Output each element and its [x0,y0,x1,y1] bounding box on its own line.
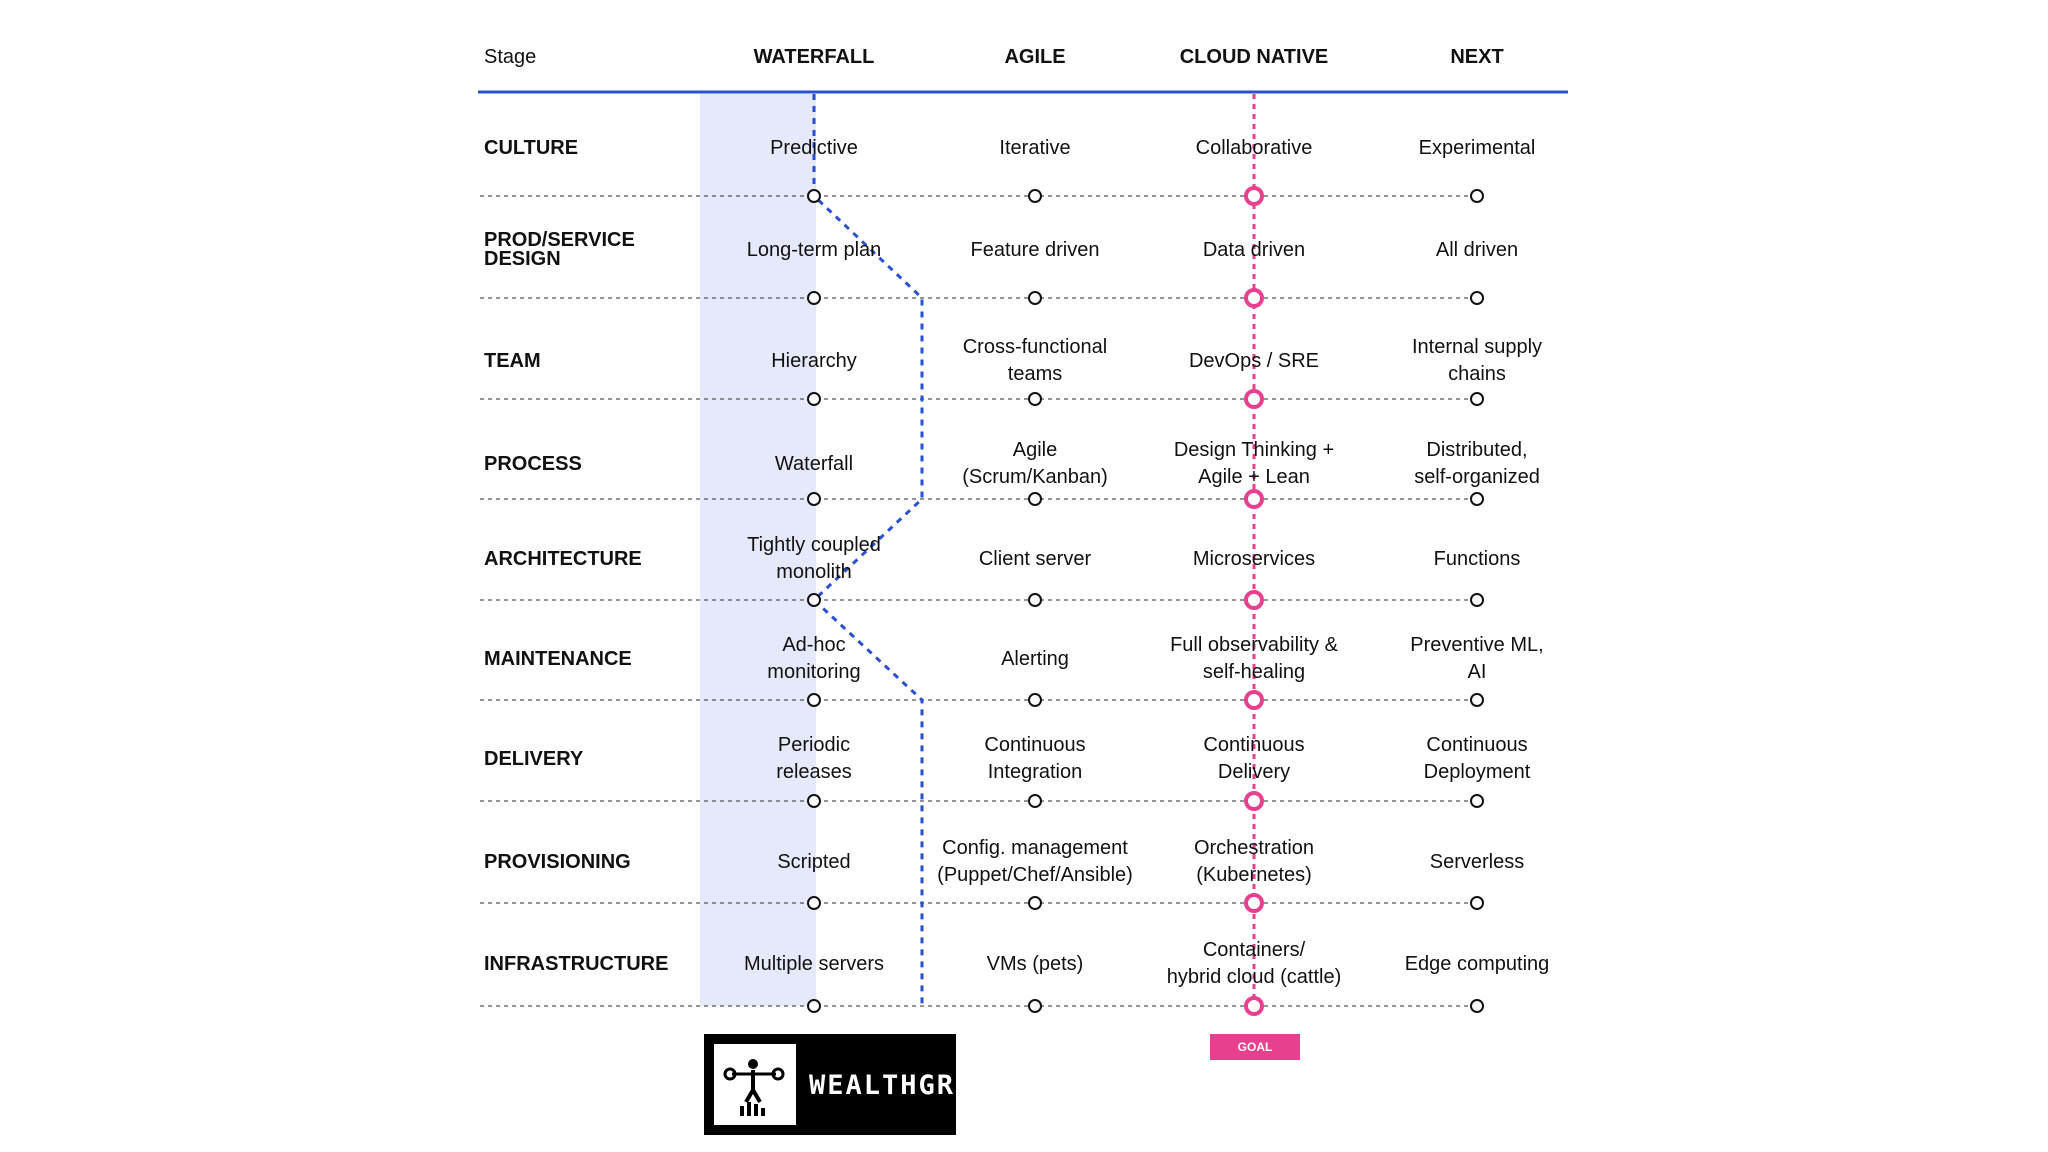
node-2-1 [1028,392,1042,406]
stage-header: Stage [484,46,537,68]
weightlifter-icon [723,1059,785,1116]
row-label: ARCHITECTURE [484,547,642,570]
node-3-2 [1244,489,1264,509]
cell-next: Preventive ML, AI [1410,634,1544,683]
node-5-3 [1470,693,1484,707]
node-7-1 [1028,896,1042,910]
cell-next: Edge computing [1404,952,1550,975]
node-4-0 [807,593,821,607]
cell-waterfall: Ad-hoc monitoring [767,634,861,683]
cell-cloud-native: Design Thinking + Agile + Lean [1173,439,1335,488]
node-2-0 [807,392,821,406]
cell-agile: Feature driven [970,238,1100,261]
cell-agile: Iterative [999,136,1071,159]
cell-waterfall: Multiple servers [743,952,885,975]
node-5-1 [1028,693,1042,707]
node-1-0 [807,291,821,305]
cell-waterfall: Scripted [777,850,851,873]
cell-agile: Cross-functional teams [962,336,1108,385]
node-5-0 [807,693,821,707]
node-1-2 [1244,288,1264,308]
row-label: PROD/SERVICE DESIGN [484,229,635,270]
cell-waterfall: Tightly coupled monolith [747,534,881,583]
cell-next: Distributed, self-organized [1414,439,1540,488]
wealthgrid-logo: WEALTHGRID [704,1034,990,1135]
cell-waterfall: Periodic releases [776,734,852,783]
logo-text: WEALTHGRID [809,1070,992,1101]
node-0-3 [1470,189,1484,203]
node-3-1 [1028,492,1042,506]
node-6-2 [1244,791,1264,811]
cell-agile: Alerting [1001,647,1069,670]
cell-waterfall: Waterfall [774,452,854,475]
node-8-0 [807,999,821,1013]
row-label: TEAM [484,349,541,372]
row-label: INFRASTRUCTURE [484,952,669,975]
node-0-0 [807,189,821,203]
goal-badge: GOAL [1210,1034,1300,1060]
row-label: DELIVERY [484,747,584,770]
cell-cloud-native: Data driven [1202,238,1306,261]
cell-next: Experimental [1418,136,1536,159]
current-state-shade [700,94,816,1006]
node-3-3 [1470,492,1484,506]
node-8-2 [1244,996,1264,1016]
cell-agile: Config. management (Puppet/Chef/Ansible) [937,837,1133,886]
node-1-1 [1028,291,1042,305]
cell-cloud-native: Collaborative [1195,136,1313,159]
node-0-1 [1028,189,1042,203]
cell-cloud-native: Containers/ hybrid cloud (cattle) [1166,939,1342,988]
node-7-0 [807,896,821,910]
cell-cloud-native: Full observability & self-healing [1170,634,1338,683]
column-header-cloud-native: CLOUD NATIVE [1179,46,1329,68]
cell-waterfall: Predictive [770,136,858,159]
node-7-3 [1470,896,1484,910]
cell-agile: Agile (Scrum/Kanban) [962,439,1108,488]
cell-agile: VMs (pets) [986,952,1084,975]
cell-cloud-native: DevOps / SRE [1188,349,1320,372]
row-label: MAINTENANCE [484,647,632,670]
cell-next: Internal supply chains [1411,336,1543,385]
node-5-2 [1244,690,1264,710]
node-6-3 [1470,794,1484,808]
cell-next: Continuous Deployment [1423,734,1531,783]
cell-cloud-native: Orchestration (Kubernetes) [1193,837,1315,886]
row-label: PROCESS [484,452,582,475]
node-4-1 [1028,593,1042,607]
column-header-waterfall: WATERFALL [753,46,875,68]
cell-waterfall: Long-term plan [746,238,882,261]
node-0-2 [1244,186,1264,206]
cell-agile: Continuous Integration [984,734,1086,783]
node-8-3 [1470,999,1484,1013]
node-8-1 [1028,999,1042,1013]
cell-cloud-native: Microservices [1192,547,1316,570]
column-header-next: NEXT [1450,46,1504,68]
cell-agile: Client server [978,547,1092,570]
column-header-agile: AGILE [1004,46,1066,68]
node-4-3 [1470,593,1484,607]
row-label: CULTURE [484,136,579,159]
node-6-0 [807,794,821,808]
node-3-0 [807,492,821,506]
cell-cloud-native: Continuous Delivery [1203,734,1305,783]
node-4-2 [1244,590,1264,610]
cell-next: Serverless [1429,850,1525,873]
node-6-1 [1028,794,1042,808]
node-1-3 [1470,291,1484,305]
node-2-2 [1244,389,1264,409]
cell-next: All driven [1435,238,1519,261]
cell-waterfall: Hierarchy [771,349,857,372]
logo-icon [714,1044,796,1125]
row-label: PROVISIONING [484,850,631,873]
cell-next: Functions [1433,547,1521,570]
node-7-2 [1244,893,1264,913]
node-2-3 [1470,392,1484,406]
